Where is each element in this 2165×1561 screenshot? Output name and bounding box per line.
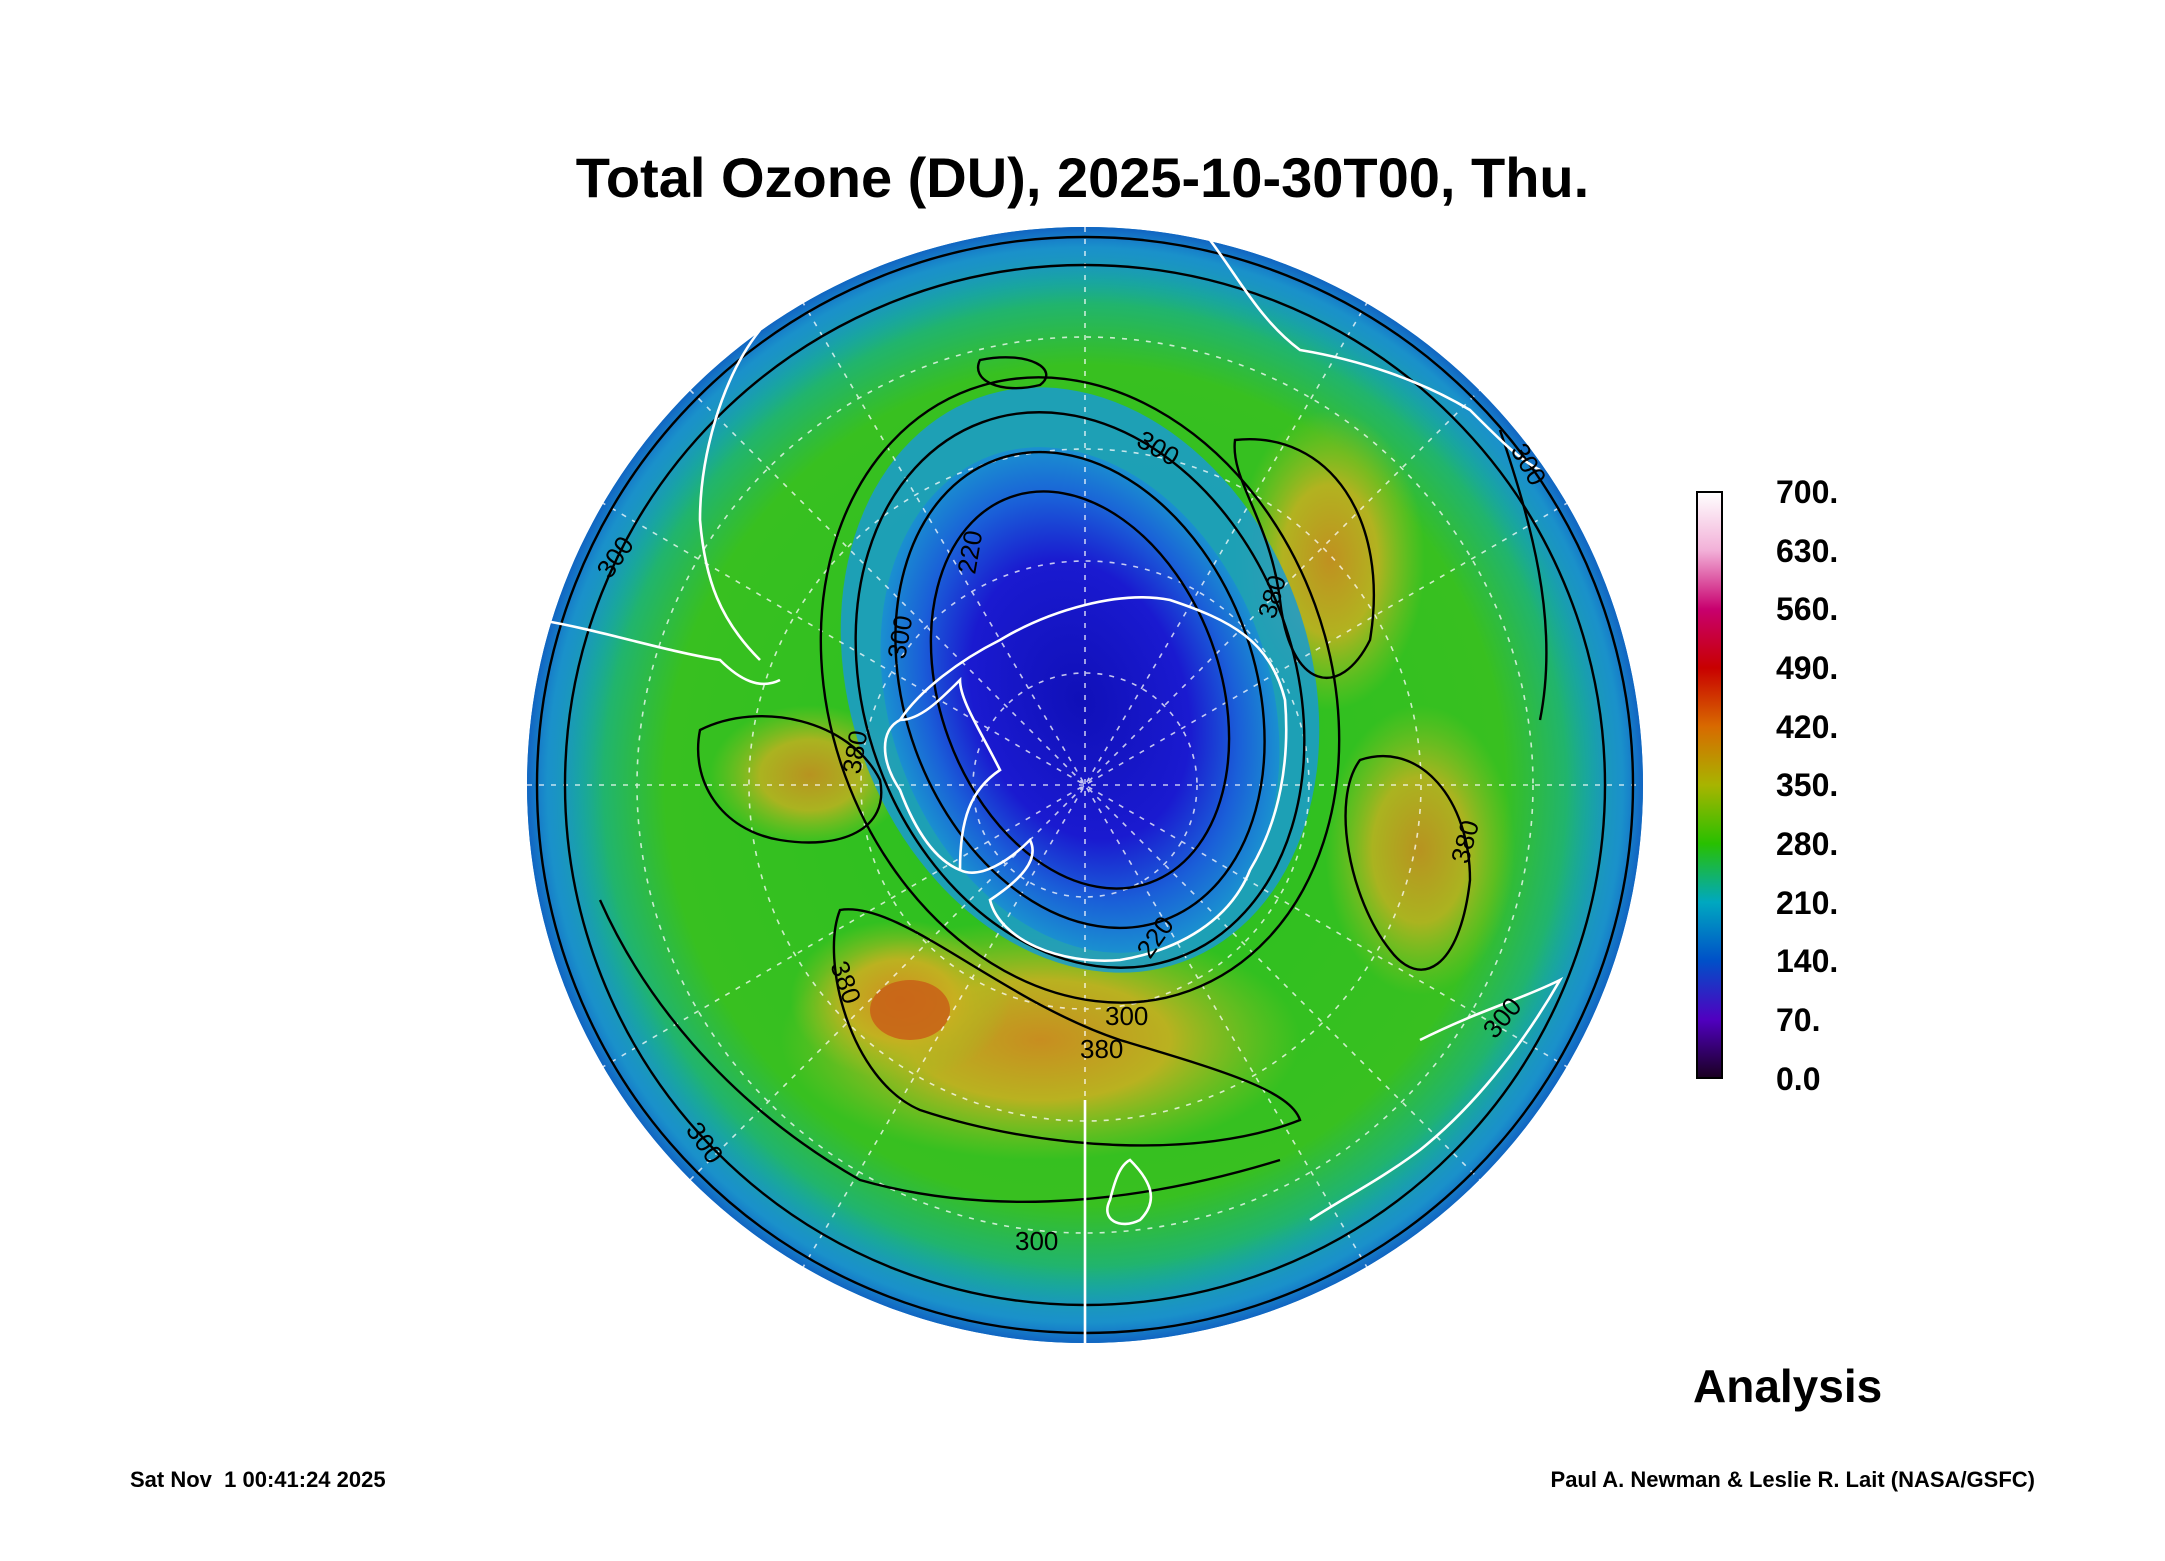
colorbar-label: 700.: [1776, 474, 1839, 510]
contour-label: 300: [1105, 1001, 1148, 1031]
colorbar-label: 420.: [1776, 709, 1839, 745]
ozone-field: [527, 227, 1643, 1343]
colorbar-label: 0.0: [1776, 1061, 1821, 1097]
contour-label: 380: [1080, 1034, 1123, 1064]
contour-label: 300: [881, 613, 918, 661]
colorbar-label: 350.: [1776, 767, 1839, 803]
product-label: Analysis: [1693, 1360, 1883, 1412]
contour-label: 220: [951, 528, 988, 576]
colorbar-label: 560.: [1776, 591, 1839, 627]
footer-credit: Paul A. Newman & Leslie R. Lait (NASA/GS…: [1550, 1467, 2035, 1492]
colorbar: [1696, 491, 1723, 1079]
contour-label: 380: [836, 728, 873, 776]
colorbar-label: 70.: [1776, 1002, 1821, 1038]
graticule: [527, 227, 1643, 1343]
coastlines: [539, 239, 1564, 1345]
colorbar-label: 210.: [1776, 885, 1839, 921]
colorbar-label: 280.: [1776, 826, 1839, 862]
colorbar-label: 490.: [1776, 650, 1839, 686]
colorbar-label: 140.: [1776, 943, 1839, 979]
footer-timestamp: Sat Nov 1 00:41:24 2025: [130, 1467, 386, 1492]
page-title: Total Ozone (DU), 2025-10-30T00, Thu.: [575, 146, 1590, 209]
colorbar-label: 630.: [1776, 533, 1839, 569]
contour-label: 300: [1015, 1226, 1058, 1256]
